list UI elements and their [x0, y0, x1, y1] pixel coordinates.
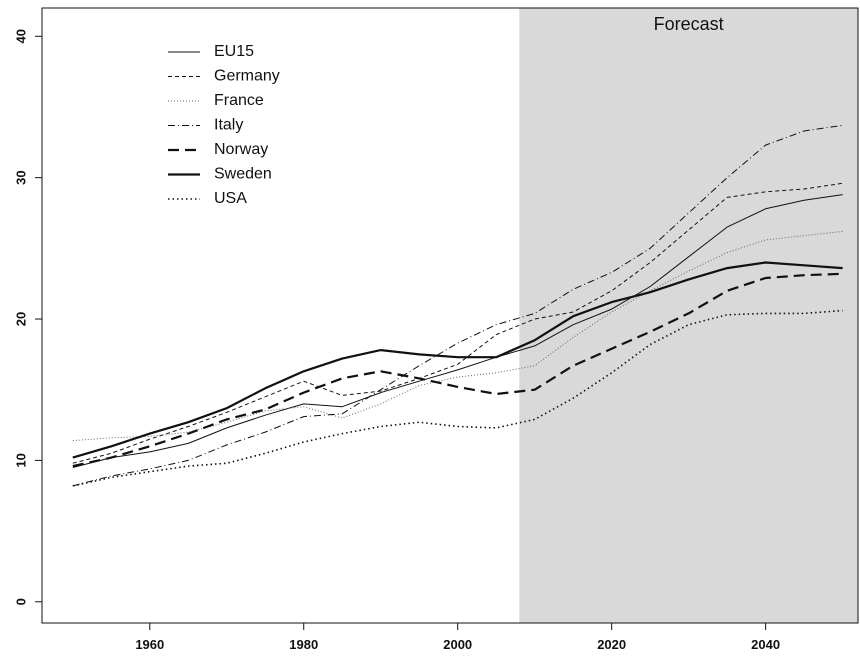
legend-label-usa: USA: [214, 190, 247, 207]
series-line-sweden: [72, 261, 843, 459]
y-tick-label: 30: [13, 170, 28, 184]
legend-label-france: France: [214, 92, 264, 109]
series-layer: [72, 124, 843, 487]
series-line-usa: [72, 309, 843, 487]
legend-label-sweden: Sweden: [214, 166, 272, 183]
series-line-italy: [72, 124, 843, 487]
x-tick-label: 2000: [443, 637, 472, 652]
x-tick-label: 1980: [289, 637, 318, 652]
x-axis: 1960 1980 2000 2020 2040: [135, 622, 780, 652]
legend: EU15 Germany France Italy Norway Sweden USA: [168, 43, 280, 207]
x-tick-label: 2040: [751, 637, 780, 652]
x-tick-label: 1960: [135, 637, 164, 652]
forecast-label: Forecast: [654, 14, 724, 34]
y-tick-label: 40: [13, 29, 28, 43]
y-tick-label: 0: [13, 598, 28, 605]
series-line-germany: [72, 182, 843, 464]
legend-label-italy: Italy: [214, 117, 243, 134]
legend-label-germany: Germany: [214, 68, 280, 85]
series-line-eu15: [72, 194, 843, 468]
y-tick-label: 20: [13, 312, 28, 326]
legend-label-eu15: EU15: [214, 43, 254, 60]
forecast-region: [519, 8, 858, 623]
legend-label-norway: Norway: [214, 141, 268, 158]
series-line-france: [72, 230, 843, 442]
series-line-norway: [72, 272, 843, 468]
y-tick-label: 10: [13, 453, 28, 467]
x-tick-label: 2020: [597, 637, 626, 652]
y-axis: 0 10 20 30 40: [13, 29, 43, 605]
